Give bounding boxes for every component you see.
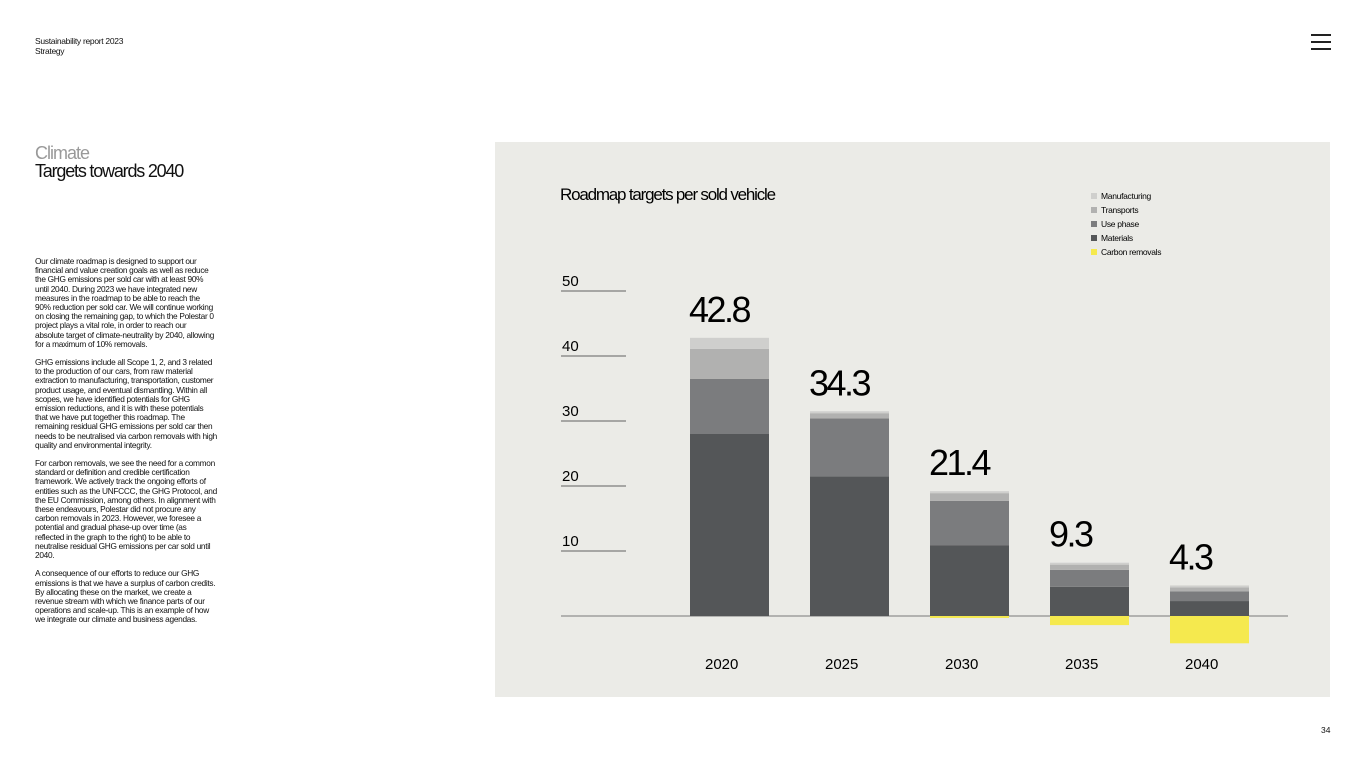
x-tick-label: 2035	[1065, 656, 1098, 673]
report-name: Sustainability report 2023	[35, 36, 124, 46]
body-text: Our climate roadmap is designed to suppo…	[35, 256, 217, 634]
section-name: Strategy	[35, 46, 65, 56]
bar-segment	[810, 418, 889, 477]
paragraph: GHG emissions include all Scope 1, 2, an…	[35, 357, 217, 450]
bar-segment	[690, 348, 769, 379]
paragraph: A consequence of our efforts to reduce o…	[35, 568, 216, 625]
legend-label: Manufacturing	[1101, 191, 1152, 201]
bar-segment	[1050, 586, 1129, 616]
header: Sustainability report 2023 Strategy	[35, 36, 123, 56]
bar-segment	[930, 500, 1009, 546]
y-tick-label: 20	[562, 468, 579, 485]
legend-swatch	[1091, 235, 1097, 241]
bar-segment	[930, 616, 1009, 618]
chart: Roadmap targets per sold vehicle 1020304…	[495, 142, 1330, 697]
legend-label: Transports	[1101, 205, 1138, 215]
legend-swatch	[1091, 193, 1097, 199]
menu-button[interactable]	[1311, 34, 1331, 50]
total-label: 4.3	[1169, 536, 1213, 577]
legend-swatch	[1091, 249, 1097, 255]
y-tick-label: 40	[562, 338, 579, 355]
total-label: 34.3	[809, 362, 871, 403]
bar-segment	[1050, 616, 1129, 626]
bar-segment	[1170, 585, 1249, 588]
legend-label: Materials	[1101, 233, 1133, 243]
bar-segment	[1050, 564, 1129, 570]
bar-segment	[690, 378, 769, 434]
bar-segment	[1170, 591, 1249, 602]
x-tick-label: 2020	[705, 656, 738, 673]
page-title: Targets towards 2040	[35, 161, 184, 181]
kicker: Climate	[35, 143, 90, 163]
paragraph: For carbon removals, we see the need for…	[35, 458, 217, 561]
x-tick-label: 2030	[945, 656, 978, 673]
bar-segment	[930, 491, 1009, 494]
bar-segment	[1170, 587, 1249, 592]
bar-segment	[690, 434, 769, 616]
bar-segment	[810, 476, 889, 616]
page-number: 34	[1321, 725, 1331, 735]
plot: Roadmap targets per sold vehicle 1020304…	[560, 185, 1288, 673]
legend-swatch	[1091, 207, 1097, 213]
x-tick-label: 2025	[825, 656, 858, 673]
bar-segment	[930, 545, 1009, 616]
bar-segment	[1050, 562, 1129, 565]
paragraph: Our climate roadmap is designed to suppo…	[35, 256, 215, 349]
legend-label: Use phase	[1101, 219, 1140, 229]
y-tick-label: 30	[562, 403, 579, 420]
total-label: 42.8	[689, 289, 751, 330]
y-tick-label: 50	[562, 273, 579, 290]
total-label: 21.4	[929, 442, 991, 483]
legend-swatch	[1091, 221, 1097, 227]
bar-segment	[930, 493, 1009, 501]
bar-segment	[1050, 569, 1129, 587]
total-label: 9.3	[1049, 514, 1093, 555]
bar-segment	[1170, 601, 1249, 616]
y-tick-label: 10	[562, 533, 579, 550]
bar-segment	[1170, 616, 1249, 644]
x-tick-label: 2040	[1185, 656, 1218, 673]
bar-segment	[810, 411, 889, 414]
chart-title: Roadmap targets per sold vehicle	[560, 185, 776, 204]
bar-segment	[810, 413, 889, 419]
bar-segment	[690, 337, 769, 349]
legend-label: Carbon removals	[1101, 247, 1161, 257]
